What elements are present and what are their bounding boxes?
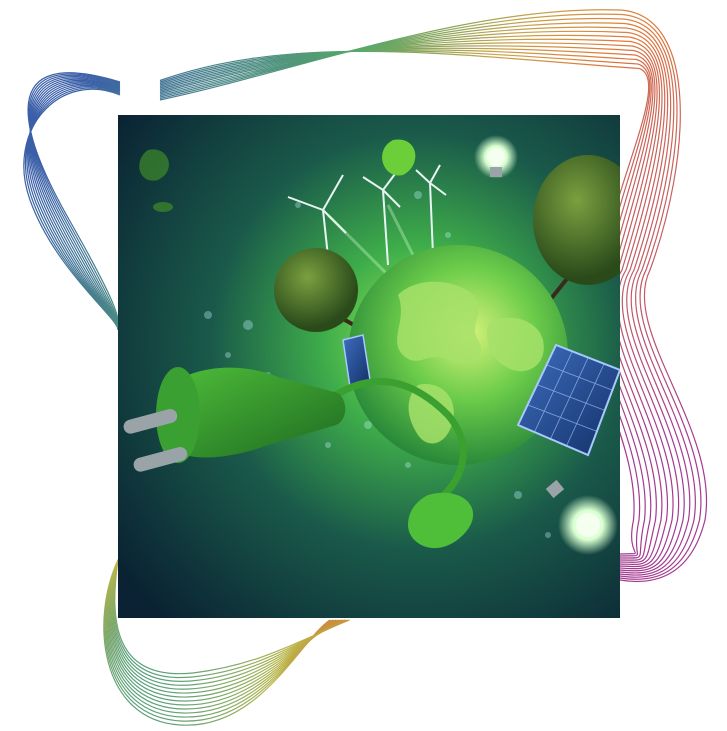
light-bulb-icon (545, 479, 618, 555)
contour-line (111, 559, 346, 686)
contour-line (29, 38, 669, 568)
contour-line (27, 50, 650, 555)
solar-panel-icon (516, 343, 620, 457)
contour-line (28, 26, 685, 574)
wind-turbine-icon (287, 164, 447, 276)
contour-line (29, 47, 654, 561)
power-plug-icon (123, 367, 346, 472)
contour-line (112, 559, 347, 682)
contour-line (28, 49, 652, 559)
contour-line (107, 559, 338, 706)
contour-line (113, 559, 349, 679)
leaf-icon (139, 139, 474, 549)
contour-line (29, 34, 674, 570)
contour-line (29, 45, 657, 563)
light-bulb-icon (474, 135, 518, 179)
contour-line (114, 559, 350, 675)
globe-icon (348, 245, 568, 465)
contour-line (108, 559, 340, 702)
green-energy-photo (118, 115, 620, 618)
contour-line (28, 50, 651, 557)
contour-line (109, 559, 341, 698)
contour-line (111, 559, 344, 690)
power-cable (325, 377, 467, 503)
contour-line (29, 42, 663, 566)
contour-line (29, 30, 680, 572)
